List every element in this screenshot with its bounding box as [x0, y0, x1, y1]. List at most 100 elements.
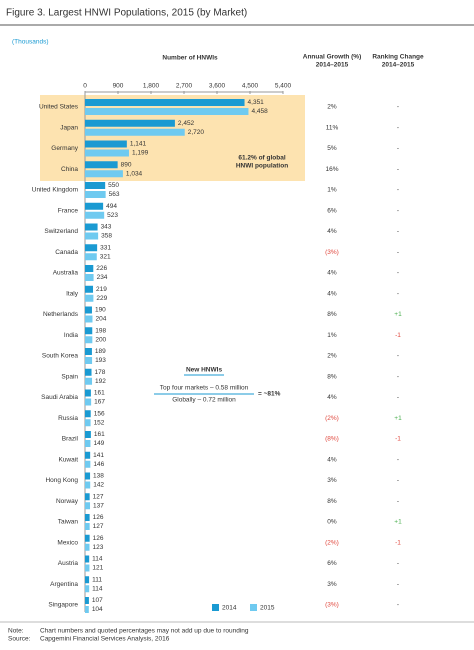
- ranking-value: -1: [395, 332, 401, 339]
- bar: [85, 170, 123, 178]
- growth-value: 0%: [327, 519, 337, 526]
- growth-value: 8%: [327, 373, 337, 380]
- highlight-text: 61.2% of global: [238, 155, 286, 162]
- highlight-text: HNWI population: [236, 163, 288, 170]
- growth-value: (2%): [325, 539, 339, 546]
- legend-label: 2014: [222, 605, 237, 612]
- value-label: 152: [94, 419, 105, 426]
- category-label: United States: [39, 104, 79, 111]
- value-label: 523: [107, 212, 118, 219]
- growth-value: 4%: [327, 456, 337, 463]
- value-label: 219: [96, 286, 107, 293]
- note-label: Note:: [8, 628, 24, 635]
- growth-value: 4%: [327, 290, 337, 297]
- ranking-value: -1: [395, 436, 401, 443]
- value-label: 111: [92, 576, 102, 583]
- bar: [85, 502, 91, 510]
- value-label: 127: [93, 523, 104, 530]
- note-label: Source:: [8, 636, 31, 643]
- category-label: Canada: [55, 249, 78, 256]
- bar: [85, 585, 90, 593]
- bar: [85, 514, 90, 521]
- bar: [85, 398, 92, 406]
- value-label: 189: [95, 348, 106, 355]
- growth-value: (3%): [325, 602, 339, 609]
- value-label: 167: [94, 399, 105, 406]
- category-label: Kuwait: [58, 456, 78, 463]
- x-tick-label: 5,400: [275, 83, 292, 90]
- value-label: 550: [108, 182, 119, 189]
- bar: [85, 481, 91, 489]
- value-label: 126: [93, 514, 104, 521]
- ranking-header: Ranking Change: [372, 54, 424, 61]
- ranking-value: -: [397, 456, 399, 463]
- bar: [85, 285, 94, 293]
- value-label: 149: [93, 440, 104, 447]
- growth-value: 4%: [327, 228, 337, 235]
- bar: [85, 440, 91, 447]
- value-label: 193: [95, 357, 106, 364]
- value-label: 321: [100, 253, 111, 260]
- growth-value: 1%: [327, 187, 337, 194]
- ranking-value: -: [397, 290, 399, 297]
- bar: [85, 253, 97, 261]
- ranking-value: -1: [395, 539, 401, 546]
- growth-value: 16%: [325, 166, 338, 173]
- bar: [85, 576, 90, 584]
- value-label: 190: [95, 307, 106, 314]
- bar: [85, 534, 90, 542]
- value-label: 141: [93, 452, 104, 459]
- ranking-value: -: [397, 353, 399, 360]
- ranking-value: -: [397, 270, 399, 277]
- annotation-title: New HNWIs: [186, 367, 223, 374]
- x-tick-label: 3,600: [209, 83, 226, 90]
- category-label: India: [64, 332, 78, 339]
- growth-value: 5%: [327, 145, 337, 152]
- value-label: 146: [93, 461, 104, 468]
- value-label: 161: [94, 390, 105, 397]
- growth-value: 3%: [327, 581, 337, 588]
- bar: [85, 460, 91, 468]
- bar: [85, 232, 99, 240]
- bar: [85, 451, 91, 459]
- category-label: Switzerland: [44, 228, 78, 235]
- category-label: Norway: [56, 498, 79, 505]
- bar: [85, 315, 93, 323]
- bar: [85, 140, 127, 148]
- bar: [85, 161, 118, 169]
- value-label: 204: [95, 316, 106, 323]
- growth-value: 6%: [327, 207, 337, 214]
- category-label: Russia: [58, 415, 78, 422]
- bar: [85, 357, 93, 364]
- value-label: 4,351: [248, 99, 265, 106]
- value-label: 123: [93, 544, 104, 551]
- category-label: Singapore: [48, 602, 78, 609]
- value-label: 343: [101, 224, 112, 231]
- value-label: 229: [96, 295, 107, 302]
- note-text: Chart numbers and quoted percentages may…: [40, 628, 249, 635]
- value-label: 156: [94, 410, 105, 417]
- bar: [85, 606, 89, 613]
- bar: [85, 555, 90, 563]
- category-label: Taiwan: [58, 519, 79, 526]
- value-label: 104: [92, 606, 103, 613]
- ranking-value: -: [397, 498, 399, 505]
- annotation-line: Globally – 0.72 million: [172, 397, 236, 404]
- category-label: Germany: [51, 145, 78, 152]
- bar: [85, 523, 90, 530]
- category-label: Brazil: [62, 436, 79, 443]
- category-label: Italy: [66, 290, 79, 297]
- bar: [85, 202, 104, 210]
- value-label: 198: [95, 327, 106, 334]
- bar: [85, 327, 93, 335]
- chart-title: Figure 3. Largest HNWI Populations, 2015…: [6, 8, 247, 19]
- category-label: France: [58, 207, 79, 214]
- bar: [85, 597, 89, 604]
- bar: [85, 294, 94, 302]
- category-label: Japan: [60, 124, 78, 131]
- annotation-result: = ~81%: [258, 391, 281, 398]
- bar: [85, 119, 175, 127]
- bar: [85, 265, 94, 272]
- value-label: 138: [93, 473, 104, 480]
- ranking-value: -: [397, 394, 399, 401]
